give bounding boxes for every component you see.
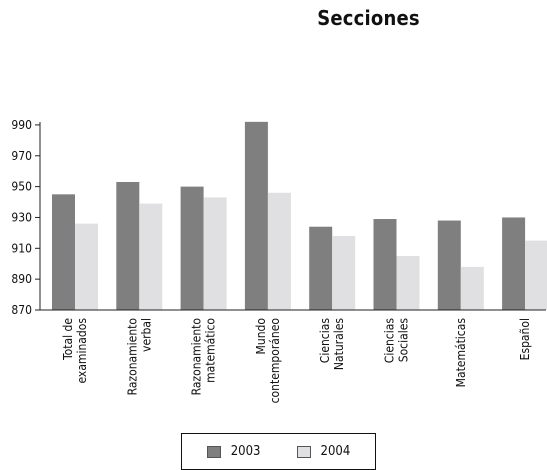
category-label-4-line-0: Ciencias [318,318,332,364]
bar-2003-7 [502,217,526,310]
y-tick-label-890: 890 [11,272,32,286]
bar-2003-4 [309,226,333,310]
category-label-1: Razonamiento verbal [125,318,153,396]
bar-2003-1 [116,181,140,310]
axes-layer [35,122,546,311]
chart-legend: 2003 2004 [181,433,376,470]
category-label-0: Total de examinados [61,318,89,384]
legend-swatch-2003 [206,445,221,458]
legend-swatch-2004 [296,445,311,458]
y-tick-label-970: 970 [11,149,32,163]
bar-2004-7 [525,240,547,310]
bar-2004-3 [267,192,291,310]
category-label-0-line-0: Total de [61,318,75,361]
category-label-7: Español [518,318,532,360]
category-label-0-line-1: examinados [75,318,89,384]
y-tick-label-950: 950 [11,180,32,194]
y-tick-label-990: 990 [11,118,32,132]
bar-2004-4 [332,235,356,310]
legend-item-2004: 2004 [296,444,351,459]
category-label-2: Razonamiento matemático [190,318,218,396]
bars-layer [52,121,547,311]
legend-label-2003: 2003 [230,444,261,459]
category-label-4: Ciencias Naturales [318,318,346,370]
bar-2004-0 [75,223,98,310]
legend-item-2003: 2003 [206,444,261,459]
bar-2003-2 [180,186,204,310]
bar-2004-5 [396,256,420,310]
category-label-1-line-1: verbal [139,318,153,352]
category-label-5: Ciencias Sociales [383,318,411,364]
category-label-6-line-0: Matemáticas [454,318,468,388]
bar-2003-6 [437,220,461,310]
bar-2004-2 [203,197,227,310]
bar-2003-3 [244,121,268,311]
legend-label-2004: 2004 [320,444,351,459]
bar-2003-0 [52,194,75,310]
y-tick-label-870: 870 [11,303,32,317]
category-label-5-line-1: Sociales [397,318,411,363]
y-tick-label-930: 930 [11,210,32,224]
category-label-7-line-0: Español [518,318,532,360]
category-label-6: Matemáticas [454,318,468,388]
category-label-5-line-0: Ciencias [383,318,397,364]
category-label-4-line-1: Naturales [332,318,346,370]
category-label-2-line-1: matemático [204,318,218,383]
y-tick-label-910: 910 [11,241,32,255]
category-label-3-line-0: Mundo [254,318,268,355]
category-label-3-line-1: contemporáneo [268,318,282,404]
chart-title: Secciones [317,6,420,30]
category-label-3: Mundo contemporáneo [254,318,282,404]
bar-2004-1 [139,203,163,310]
category-label-1-line-0: Razonamiento [125,318,139,396]
bar-2004-6 [460,266,484,310]
category-label-2-line-0: Razonamiento [190,318,204,396]
bar-2003-5 [373,219,397,310]
labels-layer: 870 890 910 930 950 970 990 Total de examinados R… [11,118,532,403]
